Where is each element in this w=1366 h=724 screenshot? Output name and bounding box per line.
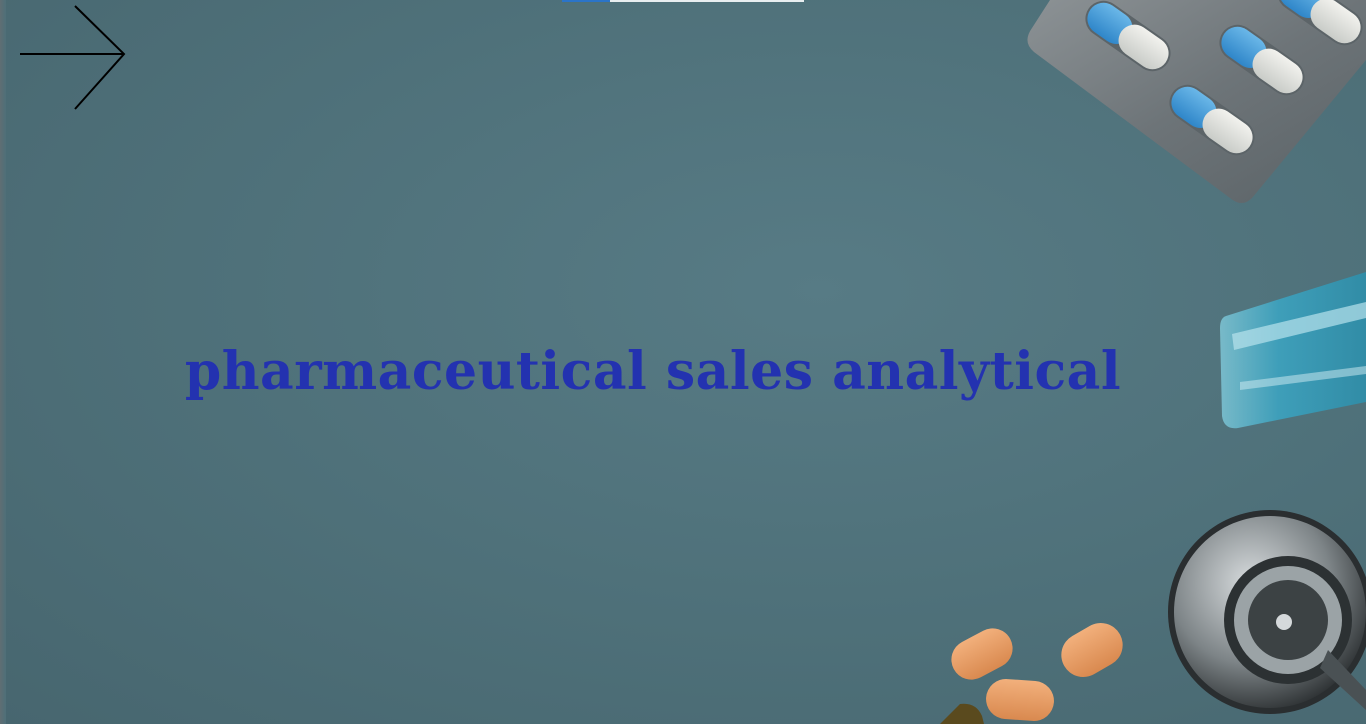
progress-indicator-track <box>610 0 804 2</box>
tablet-pills-icon <box>940 623 1123 724</box>
arrow-right-icon <box>20 5 126 110</box>
progress-indicator-fill <box>562 0 610 2</box>
next-slide-button[interactable] <box>18 4 128 112</box>
stethoscope-icon <box>1168 510 1366 714</box>
capsule-blister-pack-icon <box>1027 0 1366 203</box>
slide-left-edge <box>0 0 6 724</box>
slide-title: pharmaceutical sales analytical <box>184 341 1122 402</box>
glass-vial-icon <box>1220 272 1366 429</box>
slide-progress-indicator <box>562 0 804 2</box>
